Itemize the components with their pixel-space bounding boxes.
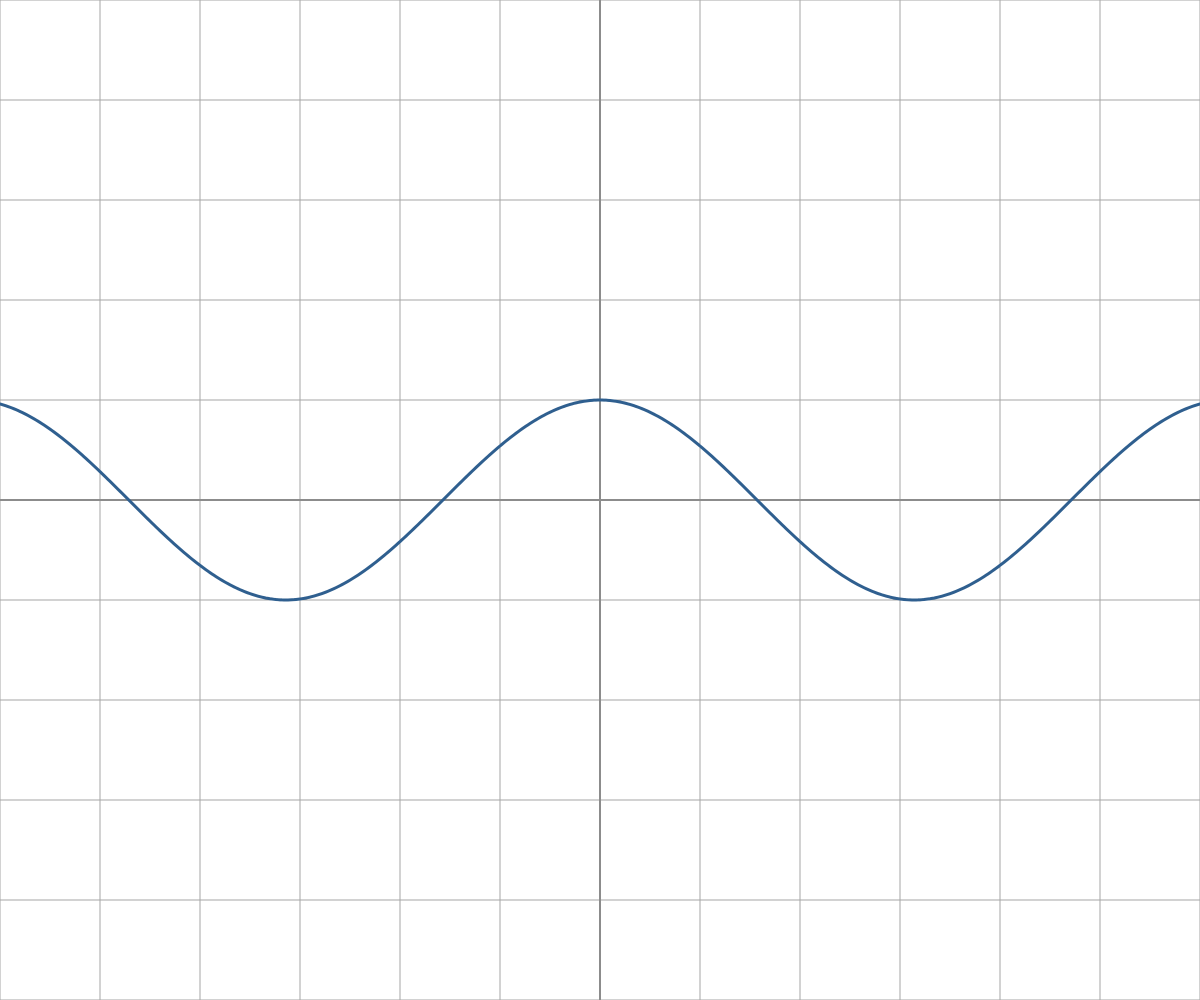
series-group [0, 398, 1200, 602]
series-line-cos[interactable] [0, 398, 1200, 602]
